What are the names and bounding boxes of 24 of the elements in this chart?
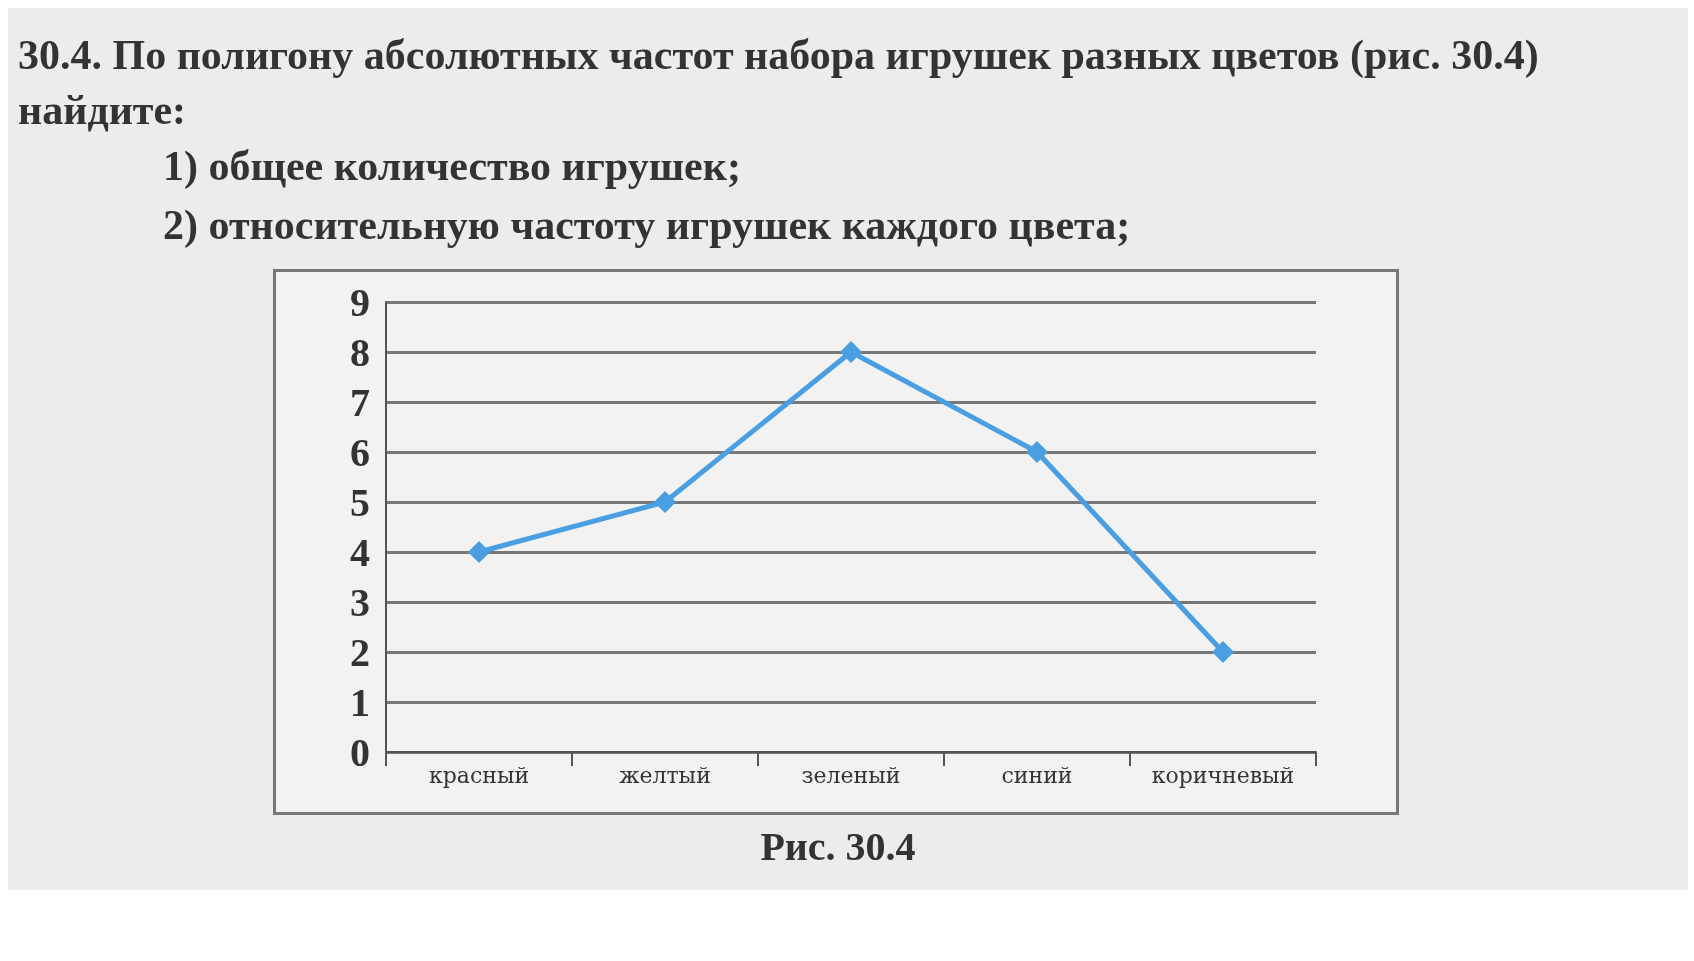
point [468, 540, 490, 563]
y-tick-label: 2 [350, 629, 370, 675]
point [1026, 440, 1048, 463]
y-tick-label: 3 [350, 579, 370, 625]
y-tick-label: 7 [350, 379, 370, 425]
x-tick-label: коричневый [1151, 762, 1295, 788]
y-tick-label: 5 [350, 479, 370, 525]
y-tick-label: 9 [350, 279, 370, 325]
point [654, 490, 676, 513]
text: 2) относительную частоту игрушек каждого цвета; [162, 201, 1132, 250]
x-tick-label: красный [428, 762, 530, 788]
x-tick-label: желтый [619, 762, 711, 788]
point [840, 340, 862, 363]
y-tick-label: 1 [350, 679, 370, 725]
text: Рис. 30.4 [759, 822, 917, 870]
y-tick-label: 0 [350, 729, 370, 775]
y-tick-label: 8 [350, 329, 370, 375]
y-tick-label: 6 [350, 429, 370, 475]
text: 1) общее количество игрушек; [162, 142, 742, 192]
point [1212, 640, 1234, 663]
x-tick-label: зеленый [801, 762, 901, 788]
y-tick-label: 4 [350, 529, 370, 575]
chart-title: 30.4. По полигону абсолютных частот набора игрушек разных цветов (рис. 30.4) найдите: [18, 31, 1540, 135]
x-tick-label: синий [1001, 762, 1073, 788]
